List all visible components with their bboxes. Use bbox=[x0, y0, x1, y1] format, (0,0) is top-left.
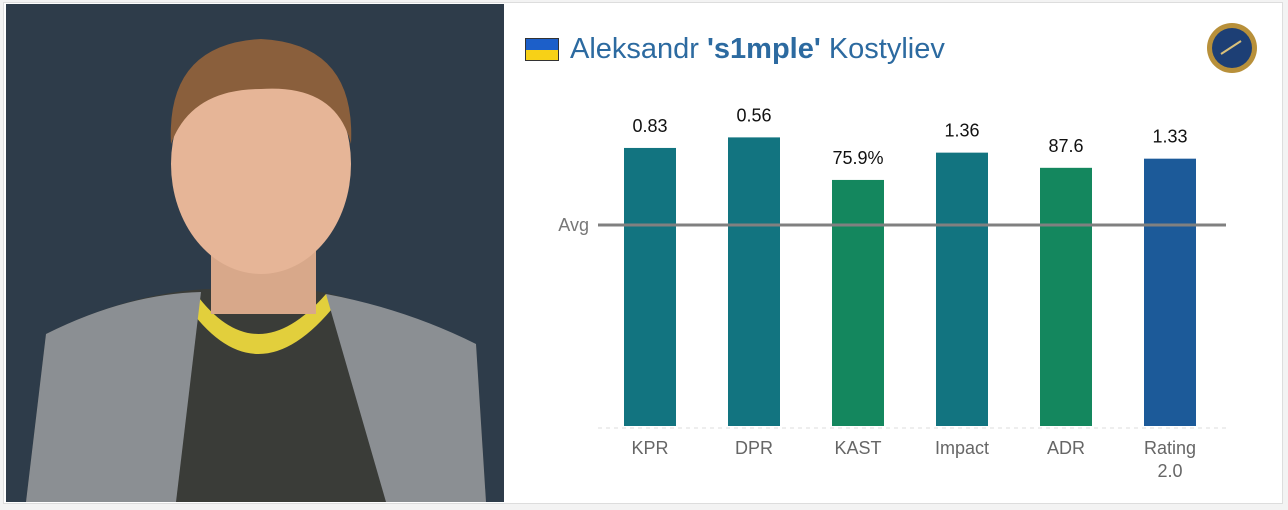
player-photo bbox=[6, 4, 504, 502]
bar bbox=[624, 147, 676, 426]
first-name: Aleksandr bbox=[570, 33, 699, 65]
avg-label: Avg bbox=[558, 215, 589, 235]
nickname: 's1mple' bbox=[707, 33, 821, 65]
category-label: DPR bbox=[734, 438, 773, 458]
value-label: 0.56 bbox=[736, 105, 771, 125]
last-name: Kostyliev bbox=[828, 33, 945, 65]
value-label: 0.83 bbox=[632, 116, 667, 136]
medal-icon bbox=[1207, 23, 1257, 73]
category-label: ADR bbox=[1046, 438, 1085, 458]
bar bbox=[1144, 158, 1196, 427]
value-label: 75.9% bbox=[832, 148, 883, 168]
category-label: KAST bbox=[834, 438, 882, 458]
category-label: Impact bbox=[934, 438, 990, 458]
flag bbox=[525, 38, 559, 61]
value-label: 1.33 bbox=[1152, 127, 1187, 147]
value-label: 87.6 bbox=[1048, 136, 1083, 156]
bar bbox=[832, 179, 884, 426]
chart: 0.83 0.56 75.9% 1.36 87.6 1.33 Avg bbox=[558, 105, 1226, 429]
category-label: KPR bbox=[631, 438, 669, 458]
player-name: Aleksandr 's1mple' Kostyliev bbox=[570, 33, 945, 66]
bar bbox=[936, 152, 988, 426]
photo-illustration bbox=[26, 39, 486, 502]
bar bbox=[728, 137, 780, 426]
value-label: 1.36 bbox=[944, 121, 979, 141]
player-card: Aleksandr 's1mple' Kostyliev 0.83 0.56 75.… bbox=[3, 2, 1283, 504]
category-label: Rating 2.0 bbox=[1143, 438, 1197, 481]
bar bbox=[1040, 167, 1092, 427]
